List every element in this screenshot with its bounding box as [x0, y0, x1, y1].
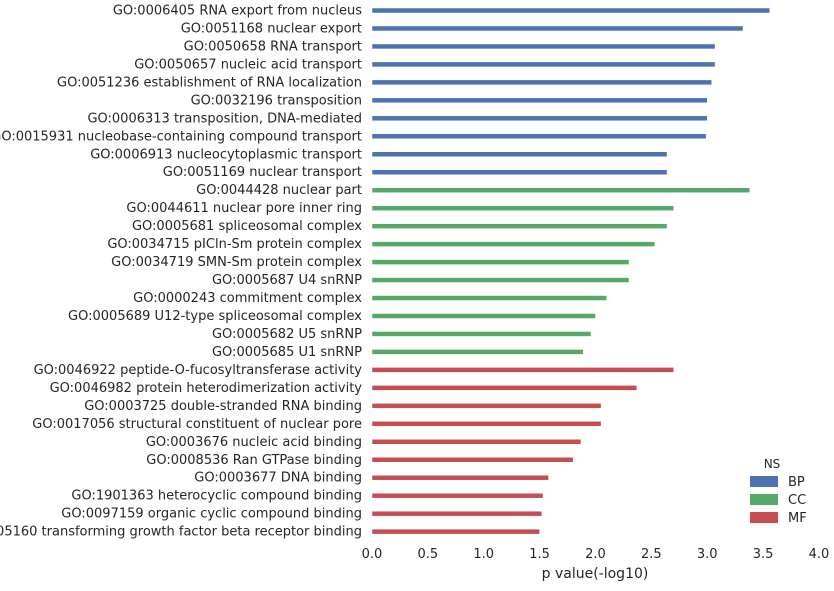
bar-20 — [371, 349, 584, 355]
bar-13 — [371, 223, 668, 229]
category-label-8: GO:0015931 nucleobase-containing compoun… — [0, 129, 362, 144]
category-label-24: GO:0017056 structural constituent of nuc… — [32, 417, 362, 432]
bar-6 — [371, 97, 708, 104]
category-label-3: GO:0050658 RNA transport — [184, 39, 362, 54]
bar-21 — [371, 367, 674, 373]
category-label-19: GO:0005682 U5 snRNP — [212, 327, 362, 342]
category-label-20: GO:0005685 U1 snRNP — [212, 345, 362, 360]
category-label-25: GO:0003676 nucleic acid binding — [146, 435, 362, 450]
bar-14 — [371, 241, 655, 247]
category-label-16: GO:0005687 U4 snRNP — [212, 273, 362, 288]
bar-16 — [371, 277, 630, 283]
bar-26 — [371, 457, 574, 463]
bar-15 — [371, 259, 630, 265]
x-tick-label-5: 2.0 — [585, 547, 606, 562]
bar-18 — [371, 313, 596, 319]
x-tick-label-3: 1.0 — [473, 547, 494, 562]
legend-label-cc: CC — [788, 493, 806, 508]
bar-1 — [371, 7, 771, 14]
category-label-18: GO:0005689 U12-type spliceosomal complex — [68, 309, 362, 324]
bar-28 — [371, 492, 544, 499]
bar-17 — [371, 295, 607, 301]
category-label-14: GO:0034715 pICln-Sm protein complex — [107, 237, 362, 252]
x-tick-label-8: 3.5 — [753, 547, 774, 562]
category-label-21: GO:0046922 peptide-O-fucosyltransferase … — [34, 363, 363, 378]
category-label-27: GO:0003677 DNA binding — [194, 471, 362, 486]
bar-5 — [371, 79, 712, 86]
category-label-13: GO:0005681 spliceosomal complex — [132, 219, 362, 234]
bar-7 — [371, 115, 708, 122]
category-label-26: GO:0008536 Ran GTPase binding — [146, 453, 362, 468]
legend-title: NS — [764, 457, 781, 471]
bar-9 — [371, 151, 668, 158]
legend-swatch-mf — [750, 512, 778, 523]
bars-layer — [371, 7, 771, 535]
category-label-17: GO:0000243 commitment complex — [133, 291, 362, 306]
bar-22 — [371, 385, 638, 391]
legend: NS BP CC MF — [750, 457, 807, 526]
category-label-9: GO:0006913 nucleocytoplasmic transport — [90, 147, 362, 162]
bar-30 — [371, 528, 540, 535]
bar-10 — [371, 169, 668, 175]
category-label-29: GO:0097159 organic cyclic compound bindi… — [61, 507, 362, 522]
category-label-1: GO:0006405 RNA export from nucleus — [113, 4, 362, 19]
category-label-2: GO:0051168 nuclear export — [181, 21, 362, 36]
x-axis-ticks: 0.0 0.5 1.0 1.5 2.0 2.5 3.0 3.5 4.0 — [362, 547, 830, 562]
category-label-11: GO:0044428 nuclear part — [196, 183, 362, 198]
category-label-4: GO:0050657 nucleic acid transport — [134, 57, 362, 72]
bar-3 — [371, 43, 716, 50]
bar-24 — [371, 421, 602, 427]
category-label-15: GO:0034719 SMN-Sm protein complex — [111, 255, 362, 270]
x-tick-label-4: 1.5 — [529, 547, 550, 562]
category-labels: GO:0006405 RNA export from nucleus GO:005… — [0, 4, 362, 540]
bar-27 — [371, 474, 549, 481]
x-tick-label-9: 4.0 — [809, 547, 830, 562]
category-label-7: GO:0006313 transposition, DNA-mediated — [87, 111, 362, 126]
legend-swatch-bp — [750, 476, 778, 487]
bar-29 — [371, 510, 543, 517]
bar-19 — [371, 331, 592, 337]
legend-label-bp: BP — [788, 475, 805, 490]
legend-label-mf: MF — [788, 511, 807, 526]
legend-swatch-cc — [750, 494, 778, 505]
bar-12 — [371, 205, 674, 211]
x-axis-title: p value(-log10) — [542, 566, 649, 582]
x-tick-label-6: 2.5 — [641, 547, 662, 562]
x-tick-label-7: 3.0 — [697, 547, 718, 562]
x-tick-label-2: 0.5 — [418, 547, 439, 562]
bar-23 — [371, 403, 602, 409]
bar-4 — [371, 61, 716, 68]
category-label-12: GO:0044611 nuclear pore inner ring — [126, 201, 362, 216]
category-label-5: GO:0051236 establishment of RNA localiza… — [57, 75, 362, 90]
bar-2 — [371, 25, 744, 32]
category-label-30: GO:0005160 transforming growth factor be… — [0, 525, 362, 540]
x-tick-label-1: 0.0 — [362, 547, 383, 562]
category-label-22: GO:0046982 protein heterodimerization ac… — [50, 381, 363, 396]
bar-8 — [371, 133, 707, 140]
bar-25 — [371, 439, 582, 445]
bar-11 — [371, 187, 750, 193]
category-label-28: GO:1901363 heterocyclic compound binding — [71, 489, 362, 504]
category-label-6: GO:0032196 transposition — [191, 93, 362, 108]
category-label-10: GO:0051169 nuclear transport — [163, 165, 362, 180]
category-label-23: GO:0003725 double-stranded RNA binding — [84, 399, 362, 414]
